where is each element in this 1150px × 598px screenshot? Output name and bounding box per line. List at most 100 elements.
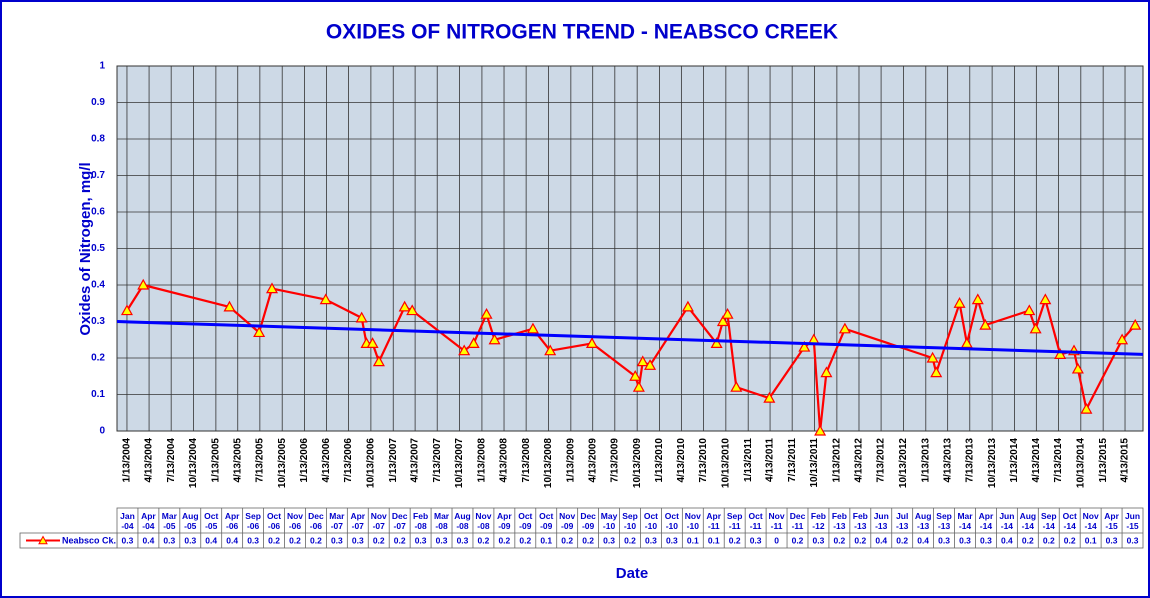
table-value: 0.3 [1127,535,1139,545]
x-tick-label: 7/13/2009 [609,438,620,483]
y-tick-label: 0.4 [91,280,105,291]
data-point [398,300,411,312]
table-header-cell: Feb -12 [811,511,826,531]
x-tick-label: 10/13/2006 [366,438,377,488]
data-point [629,370,642,381]
data-point [1129,318,1142,330]
x-tick-label: 1/13/2012 [832,438,843,483]
table-value: 0.2 [394,535,406,545]
data-point [1071,362,1084,374]
table-header-cell: Nov -10 [685,511,701,531]
data-point [1023,304,1036,316]
data-point [710,337,723,348]
table-header-cell: Apr -07 [350,511,365,531]
table-header: Jul -13 [896,510,909,531]
table-header: Jun -14 [999,510,1015,531]
table-header-cell: Apr -04 [141,510,156,531]
data-point [253,326,266,338]
x-tick-label: 1/13/2005 [211,438,222,483]
data-point [120,304,133,316]
table-value: 0.3 [980,535,992,545]
table-header-cell: Jun -14 [999,510,1015,531]
table-header: Aug -14 [1019,510,1037,531]
table-value: 0.2 [1022,535,1034,545]
x-tick-label: 7/13/2012 [876,438,887,483]
table-header-cell: Oct -10 [643,510,659,531]
table-value: 0.2 [519,535,531,545]
data-point [979,318,992,330]
data-point [636,355,649,367]
table-header-cell: Feb -08 [413,511,428,531]
x-tick-label: 1/13/2007 [388,438,399,483]
table-header: Oct -10 [643,510,659,531]
table-header-cell: Jan -04 [120,511,135,531]
table-value: 0.3 [645,535,657,545]
data-point [406,304,419,316]
table-header-cell: Sep -14 [1041,511,1057,531]
data-point [1116,333,1129,345]
table-header-cell: Mar -14 [957,511,972,531]
y-tick-label: 0.2 [91,353,105,364]
x-tick-label: 7/13/2014 [1053,438,1064,483]
table-header-cell: Nov -14 [1083,511,1099,531]
table-header: Aug -05 [182,510,199,531]
table-header-cell: Jul -13 [896,510,909,531]
y-tick-label: 0.9 [91,97,105,108]
table-header: Oct -14 [1062,510,1077,531]
y-tick-label: 1 [99,61,105,72]
table-header: Sep -11 [726,510,743,531]
x-tick-label: 4/13/2006 [321,438,332,483]
table-value: 0.1 [1085,535,1097,545]
table-header: Oct -10 [664,510,679,531]
table-value: 0.2 [792,535,804,545]
table-header-cell: Mar -08 [434,511,449,531]
table-header-cell: Oct -05 [204,511,218,531]
table-header: Dec -11 [789,510,806,531]
table-value: 0 [774,535,779,545]
table-header: Nov -06 [286,510,303,531]
data-point [265,282,279,294]
x-tick-label: 1/13/2008 [477,438,488,483]
data-point [798,340,811,352]
data-point [137,278,150,290]
table-header-cell: Apr -15 [1104,510,1119,531]
table-header: Apr -04 [141,510,156,531]
table-header: Jun -15 [1124,510,1141,531]
y-tick-label: 0.8 [91,134,105,145]
x-tick-label: 10/13/2005 [277,438,288,488]
table-value: 0.3 [184,535,196,545]
x-tick-label: 4/13/2008 [499,438,510,483]
x-tick-label: 10/13/2009 [632,438,643,488]
table-value: 0.4 [1001,535,1013,545]
data-point [372,355,385,367]
y-axis-label: Oxides of Nitrogen, mg/l [77,162,94,335]
table-header-cell: Sep -10 [622,511,638,531]
x-tick-label: 10/13/2013 [987,438,998,488]
data-point [526,322,539,334]
table-frame [116,507,1144,549]
table-header-cell: May -10 [601,511,618,531]
table-value: 0.1 [540,535,552,545]
x-tick-label: 1/13/2006 [299,438,310,483]
table-header-cell: Apr -09 [497,510,512,531]
table-header: Aug -08 [454,510,471,531]
table-header: Apr -09 [497,510,512,531]
table-value: 0.3 [436,535,448,545]
table-value: 0.2 [373,535,385,545]
data-point [355,311,368,323]
x-tick-label: 4/13/2014 [1031,438,1042,483]
data-point [930,366,943,378]
x-tick-label: 10/13/2010 [720,438,731,488]
table-value: 0.4 [917,535,929,545]
x-tick-label: 7/13/2006 [343,438,354,483]
x-tick-label: 1/13/2013 [920,438,931,483]
table-value: 0.3 [122,535,134,545]
table-value: 0.2 [478,535,490,545]
y-tick-label: 0.3 [91,316,105,327]
table-header: Apr -15 [1104,510,1119,531]
data-point [1080,402,1093,414]
table-header: Aug -13 [914,510,932,531]
table-value: 0.3 [415,535,427,545]
table-value: 0.3 [331,535,343,545]
